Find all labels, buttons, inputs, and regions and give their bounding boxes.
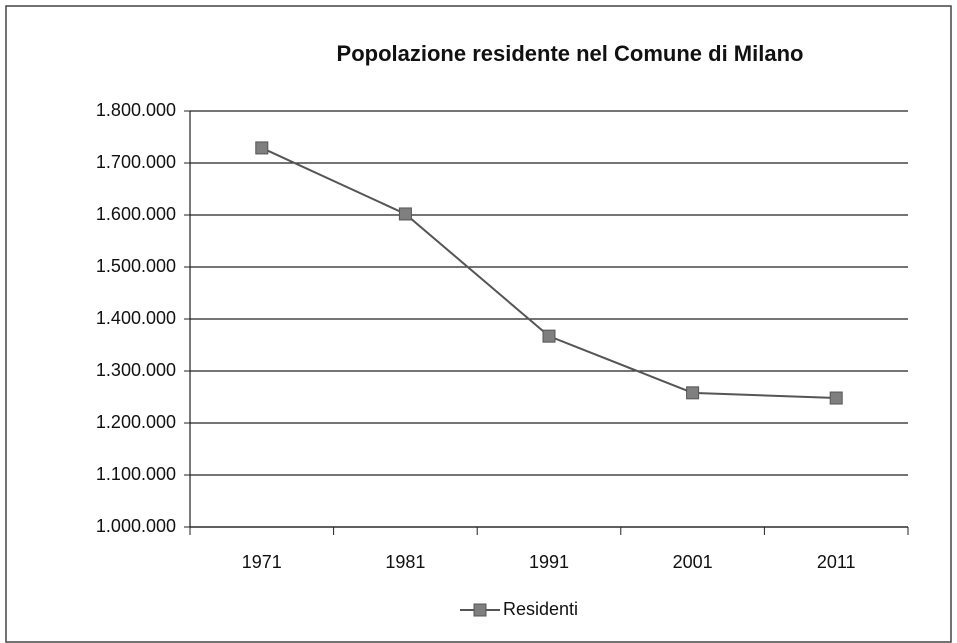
y-tick-label: 1.300.000 — [96, 360, 176, 380]
x-tick-label: 1981 — [385, 552, 425, 572]
chart-title: Popolazione residente nel Comune di Mila… — [337, 41, 804, 66]
point-marker — [542, 329, 556, 343]
y-tick-label: 1.600.000 — [96, 204, 176, 224]
x-tick-label: 1991 — [529, 552, 569, 572]
point-marker — [686, 386, 700, 400]
y-tick-label: 1.500.000 — [96, 256, 176, 276]
point-marker — [255, 141, 269, 155]
chart-border — [5, 5, 952, 643]
y-tick-label: 1.800.000 — [96, 100, 176, 120]
legend-marker — [473, 603, 487, 617]
point-marker — [829, 391, 843, 405]
x-tick-label: 2001 — [673, 552, 713, 572]
x-tick-label: 2011 — [817, 552, 856, 572]
x-tick-label: 1971 — [242, 552, 282, 572]
y-tick-label: 1.700.000 — [96, 152, 176, 172]
y-tick-label: 1.000.000 — [96, 516, 176, 536]
y-tick-label: 1.200.000 — [96, 412, 176, 432]
legend-label: Residenti — [503, 599, 578, 619]
y-tick-label: 1.400.000 — [96, 308, 176, 328]
y-tick-label: 1.100.000 — [96, 464, 176, 484]
point-marker — [398, 207, 412, 221]
